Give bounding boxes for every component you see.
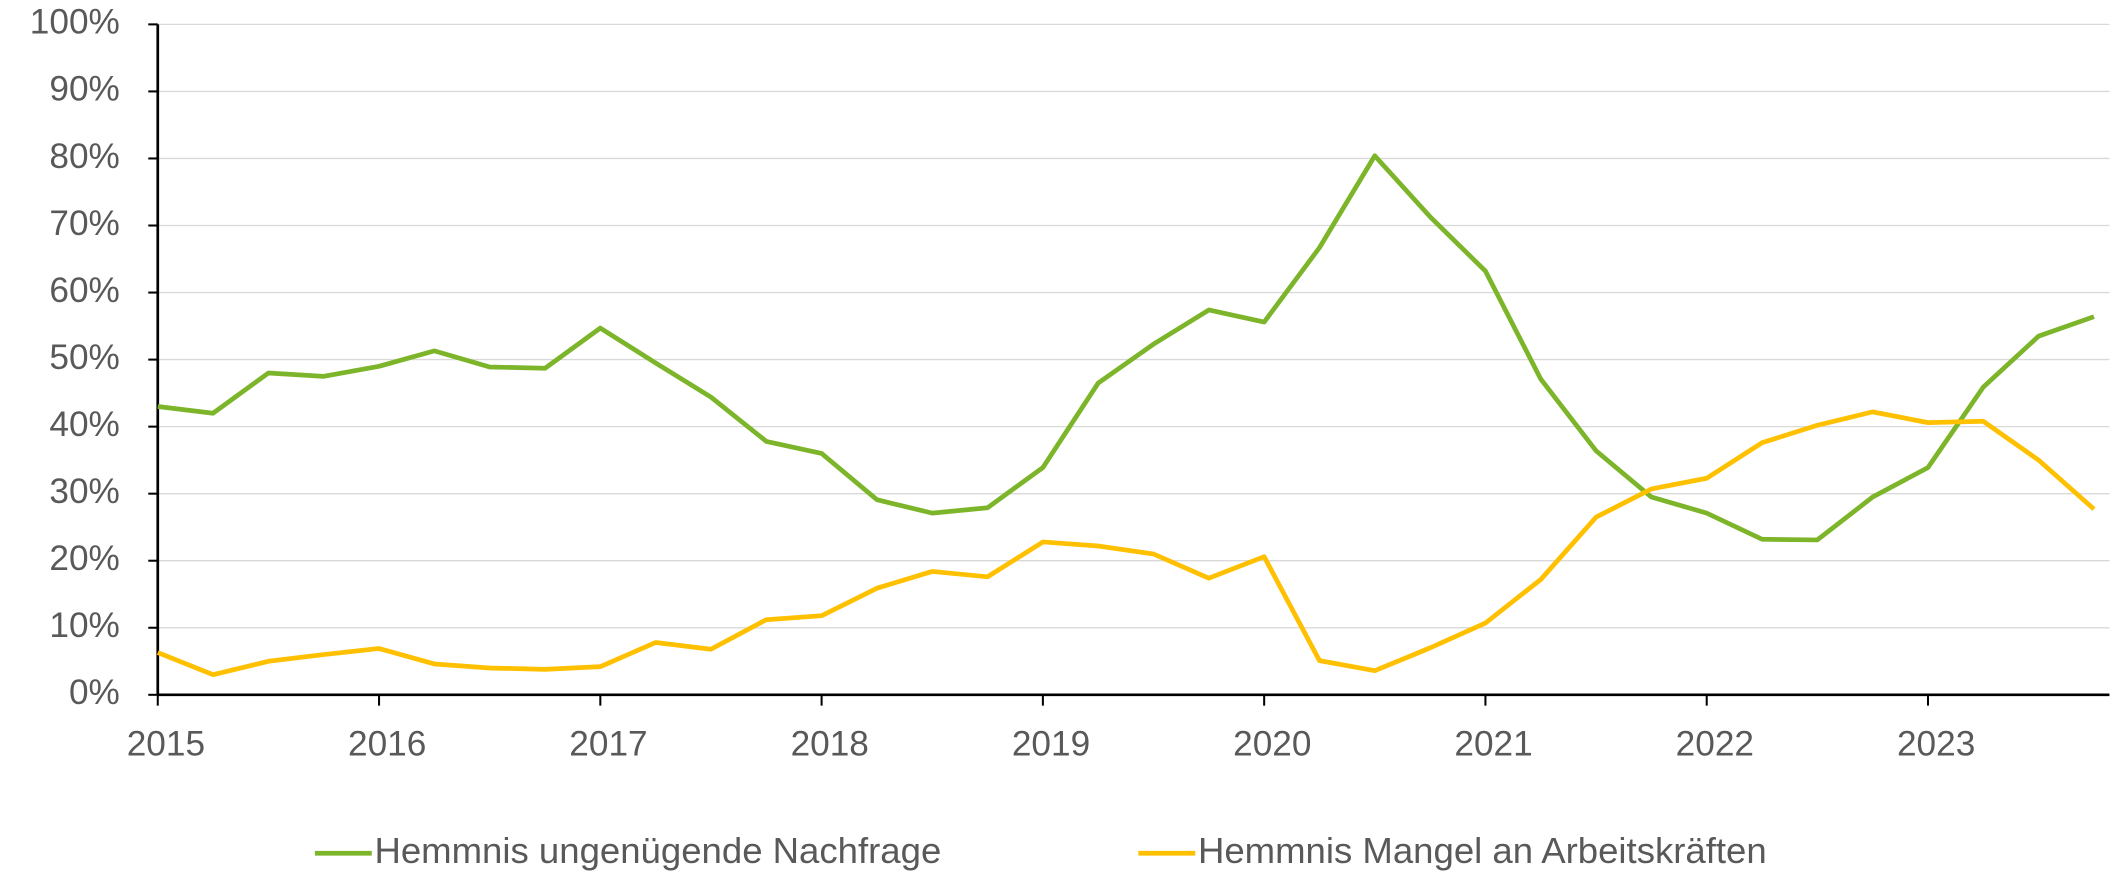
x-tick-label: 2016: [348, 725, 426, 764]
x-tick-label: 2017: [569, 725, 647, 764]
y-tick-label: 40%: [49, 405, 119, 444]
x-tick-label: 2018: [791, 725, 869, 764]
x-tick-label: 2020: [1233, 725, 1311, 764]
y-tick-label: 10%: [49, 606, 119, 645]
legend-label: Hemmnis ungenügende Nachfrage: [374, 830, 941, 871]
x-tick-label: 2022: [1676, 725, 1754, 764]
y-tick-label: 0%: [69, 673, 120, 712]
y-tick-label: 20%: [49, 539, 119, 578]
x-tick-label: 2015: [127, 725, 205, 764]
x-tick-label: 2023: [1897, 725, 1975, 764]
y-tick-label: 50%: [49, 338, 119, 377]
line-series: [156, 409, 2096, 678]
y-tick-label: 100%: [30, 3, 120, 42]
y-tick-label: 90%: [49, 70, 119, 109]
y-tick-label: 80%: [49, 137, 119, 176]
y-tick-label: 70%: [49, 204, 119, 243]
legend-label: Hemmnis Mangel an Arbeitskräften: [1198, 830, 1767, 871]
y-tick-label: 60%: [49, 271, 119, 310]
line-series: [157, 153, 2095, 543]
y-tick-label: 30%: [49, 472, 119, 511]
x-tick-label: 2019: [1012, 725, 1090, 764]
x-tick-label: 2021: [1454, 725, 1532, 764]
